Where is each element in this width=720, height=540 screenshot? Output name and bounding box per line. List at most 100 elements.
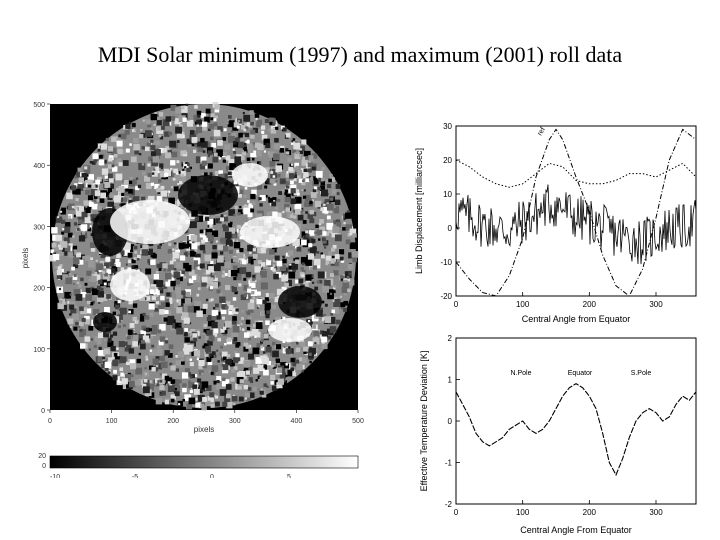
solar-texture-speck: [80, 277, 84, 282]
solar-texture-speck: [168, 131, 173, 136]
solar-texture-speck: [78, 259, 84, 265]
solar-texture-speck: [226, 401, 233, 409]
solar-texture-speck: [167, 315, 175, 323]
solar-texture-speck: [326, 203, 334, 211]
solar-texture-speck: [140, 196, 146, 201]
solar-texture-speck: [115, 187, 120, 191]
solar-texture-speck: [72, 275, 78, 280]
solar-texture-speck: [247, 331, 253, 337]
solar-texture-speck: [159, 385, 165, 391]
solar-texture-speck: [324, 303, 328, 307]
solar-texture-speck: [206, 277, 214, 285]
solar-texture-speck: [303, 168, 308, 173]
solar-texture-speck: [199, 244, 206, 251]
solar-texture-speck: [189, 250, 197, 257]
solar-texture-speck: [276, 367, 283, 374]
solar-texture-speck: [282, 210, 285, 214]
solar-texture-speck: [253, 367, 260, 374]
solar-texture-speck: [288, 173, 295, 179]
solar-texture-speck: [233, 366, 238, 371]
solar-texture-speck: [67, 232, 73, 238]
solar-texture-speck: [60, 210, 63, 213]
solar-texture-speck: [237, 209, 243, 215]
solar-texture-speck: [198, 359, 205, 367]
solar-texture-speck: [168, 242, 172, 247]
solar-texture-speck: [78, 321, 84, 327]
solar-texture-speck: [242, 146, 248, 152]
solar-texture-speck: [210, 136, 214, 141]
solar-texture-speck: [67, 203, 75, 211]
solar-texture-speck: [311, 238, 316, 244]
solar-texture-speck: [212, 244, 217, 250]
solar-texture-speck: [112, 375, 118, 381]
solar-texture-speck: [175, 262, 183, 269]
solar-texture-speck: [306, 237, 314, 245]
solar-texture-speck: [292, 369, 296, 373]
solar-texture-speck: [109, 171, 113, 174]
solar-texture-speck: [160, 190, 168, 197]
solar-texture-speck: [254, 113, 260, 118]
solar-texture-speck: [145, 289, 151, 295]
solar-texture-speck: [198, 336, 201, 339]
solar-texture-speck: [234, 156, 242, 164]
solar-texture-speck: [188, 330, 191, 334]
solar-texture-speck: [204, 172, 208, 177]
solar-texture-speck: [83, 187, 86, 191]
solar-texture-speck: [235, 191, 242, 198]
solar-texture-speck: [173, 302, 180, 309]
solar-texture-speck: [334, 254, 340, 260]
chart2-annotation-npole: N.Pole: [510, 370, 531, 377]
solar-texture-speck: [209, 286, 213, 290]
solar-texture-speck: [86, 308, 92, 314]
solar-texture-speck: [244, 132, 250, 138]
solar-texture-speck: [240, 323, 243, 326]
solar-texture-speck: [309, 274, 314, 278]
solar-texture-speck: [296, 174, 301, 179]
solar-texture-speck: [341, 307, 344, 310]
solar-texture-speck: [342, 227, 346, 231]
solar-texture-speck: [97, 148, 101, 152]
solar-texture-speck: [129, 359, 136, 366]
solar-texture-speck: [54, 271, 59, 276]
solar-texture-speck: [308, 230, 315, 236]
solar-texture-speck: [93, 294, 97, 298]
solar-texture-speck: [99, 154, 103, 159]
solar-texture-speck: [202, 396, 208, 402]
chart2-annotation-equator: Equator: [568, 370, 593, 377]
solar-texture-speck: [153, 168, 156, 171]
solar-texture-speck: [222, 356, 227, 361]
solar-texture-speck: [259, 270, 267, 278]
solar-texture-speck: [184, 166, 187, 169]
solar-texture-speck: [197, 401, 205, 409]
solar-texture-speck: [284, 363, 290, 369]
solar-texture-speck: [154, 183, 160, 190]
solar-texture-speck: [131, 129, 135, 132]
solar-texture-speck: [255, 117, 258, 121]
solar-texture-speck: [165, 281, 171, 287]
solar-texture-speck: [145, 130, 152, 137]
solar-texture-speck: [343, 279, 348, 285]
solar-texture-speck: [107, 357, 113, 363]
solar-texture-speck: [191, 137, 198, 143]
solar-texture-speck: [222, 326, 227, 331]
solar-texture-speck: [267, 347, 270, 350]
solar-texture-speck: [284, 203, 290, 210]
solar-texture-speck: [86, 300, 91, 305]
solar-texture-speck: [96, 285, 102, 291]
solar-texture-speck: [298, 278, 304, 284]
solar-texture-speck: [302, 257, 307, 262]
solar-texture-speck: [181, 290, 186, 295]
solar-texture-speck: [286, 151, 290, 155]
solar-texture-speck: [303, 189, 306, 192]
solar-texture-speck: [246, 122, 252, 128]
solar-texture-speck: [98, 159, 105, 166]
solar-texture-speck: [104, 272, 108, 277]
solar-texture-speck: [132, 303, 138, 308]
solar-texture-speck: [102, 356, 106, 360]
solar-texture-speck: [249, 251, 252, 255]
solar-texture-speck: [188, 269, 195, 276]
solar-texture-speck: [220, 221, 224, 225]
solar-texture-speck: [232, 256, 239, 263]
solar-texture-speck: [286, 209, 292, 215]
